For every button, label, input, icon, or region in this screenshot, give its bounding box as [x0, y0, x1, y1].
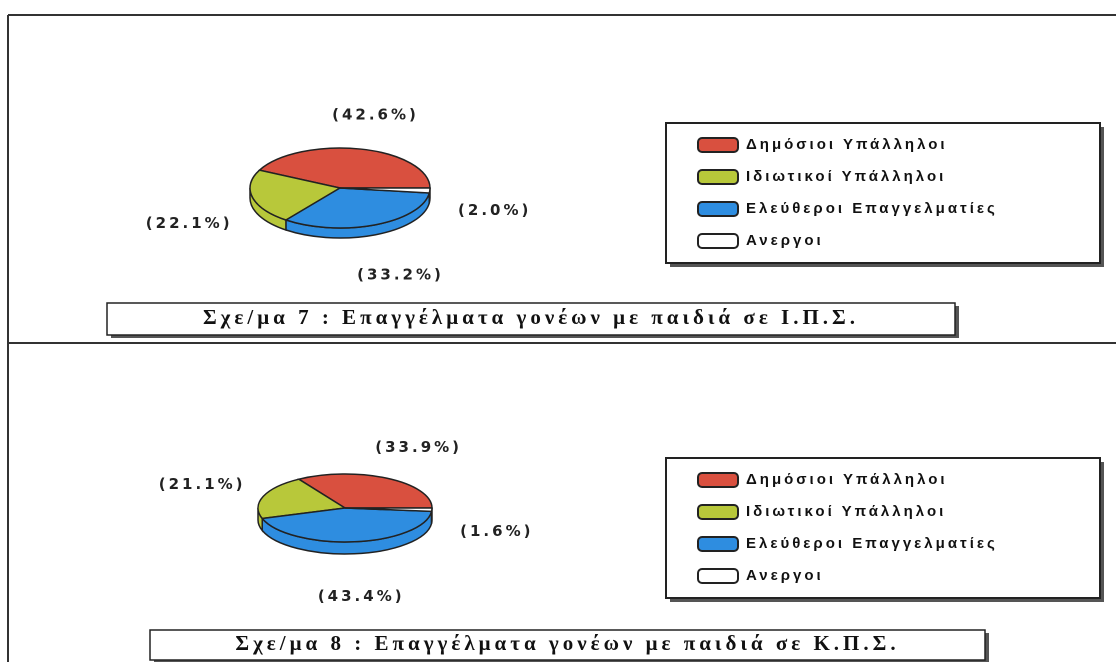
legend-label: Ελεύθεροι Επαγγελματίες — [746, 200, 998, 217]
pie-slice — [260, 507, 433, 543]
title-box — [106, 302, 956, 336]
legend-swatch — [697, 504, 739, 520]
legend-label: Δημόσιοι Υπάλληλοι — [746, 136, 948, 153]
legend-swatch — [697, 201, 739, 217]
legend-swatch — [697, 137, 739, 153]
legend-label: Ανεργοι — [746, 232, 824, 249]
data-label: (21.1%) — [159, 475, 246, 493]
data-label: (1.6%) — [460, 522, 533, 540]
data-label: (33.2%) — [357, 266, 444, 284]
data-label: (43.4%) — [318, 587, 405, 605]
data-label: (2.0%) — [458, 201, 531, 219]
pie-slice — [284, 187, 431, 229]
legend-label: Ιδιωτικοί Υπάλληλοι — [746, 503, 946, 520]
pie-slice — [249, 169, 343, 221]
legend-label: Δημόσιοι Υπάλληλοι — [746, 471, 948, 488]
title-box — [149, 629, 986, 661]
pie-slice — [257, 478, 348, 520]
pie-slice — [257, 147, 431, 189]
legend-swatch — [697, 169, 739, 185]
chart-title: Σχε/μα 8 : Επαγγέλματα γονέων με παιδιά … — [235, 631, 899, 655]
legend-swatch — [697, 472, 739, 488]
data-label: (22.1%) — [146, 214, 233, 232]
chart-title: Σχε/μα 7 : Επαγγέλματα γονέων με παιδιά … — [203, 305, 859, 329]
legend-swatch — [697, 536, 739, 552]
legend-label: Ελεύθεροι Επαγγελματίες — [746, 535, 998, 552]
legend-swatch — [697, 233, 739, 249]
pie-slice — [339, 187, 431, 194]
legend-swatch — [697, 568, 739, 584]
data-label: (42.6%) — [332, 105, 419, 123]
legend-label: Ανεργοι — [746, 567, 824, 584]
legend-label: Ιδιωτικοί Υπάλληλοι — [746, 168, 946, 185]
data-label: (33.9%) — [375, 438, 462, 456]
pie-slice — [344, 507, 433, 513]
